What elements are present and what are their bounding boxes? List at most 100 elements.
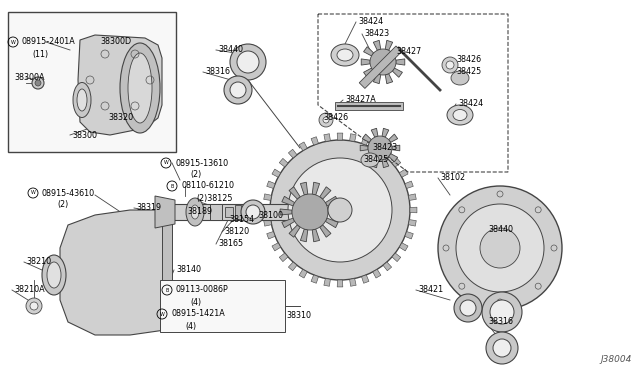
Circle shape [438,186,562,310]
Text: 38300D: 38300D [100,38,131,46]
Text: 38165: 38165 [218,240,243,248]
Ellipse shape [186,198,204,226]
Text: (2): (2) [190,170,201,180]
Polygon shape [311,275,319,283]
Polygon shape [267,231,275,239]
Polygon shape [300,182,308,195]
Circle shape [32,77,44,89]
Text: (4): (4) [190,298,201,307]
Polygon shape [320,187,331,199]
Polygon shape [155,196,175,228]
Text: W: W [11,39,15,45]
Ellipse shape [361,153,379,167]
Polygon shape [382,159,388,168]
Text: 38189: 38189 [187,208,212,217]
Polygon shape [399,169,408,177]
Polygon shape [280,209,292,215]
Bar [359,46,402,89]
Polygon shape [408,194,416,201]
Polygon shape [289,225,300,237]
Circle shape [230,82,246,98]
Polygon shape [392,253,401,262]
Polygon shape [60,210,170,335]
Polygon shape [362,275,369,283]
Text: (4): (4) [185,321,196,330]
Polygon shape [364,68,374,77]
Text: (2)38125: (2)38125 [196,193,232,202]
Text: J38004: J38004 [600,355,632,364]
Text: 38100: 38100 [258,211,283,219]
Polygon shape [372,142,381,151]
Polygon shape [385,40,393,50]
Polygon shape [349,279,356,286]
Bar [160,280,285,332]
Text: 08915-1421A: 08915-1421A [171,310,225,318]
Polygon shape [383,149,392,158]
Polygon shape [373,74,381,84]
Text: 38210: 38210 [26,257,51,266]
Text: W: W [164,160,168,166]
Ellipse shape [447,105,473,125]
Polygon shape [299,269,307,278]
Text: 08915-13610: 08915-13610 [175,158,228,167]
Circle shape [241,200,265,224]
Polygon shape [78,35,162,135]
Circle shape [370,49,396,75]
Polygon shape [392,47,403,56]
Polygon shape [392,158,401,167]
Polygon shape [392,68,403,77]
Polygon shape [362,154,371,162]
Circle shape [454,294,482,322]
Text: 08915-2401A: 08915-2401A [22,38,76,46]
Polygon shape [289,262,297,271]
Circle shape [482,292,522,332]
Polygon shape [328,209,340,215]
Text: 38440: 38440 [488,225,513,234]
Ellipse shape [191,205,199,219]
Circle shape [328,198,352,222]
Text: 38140: 38140 [176,266,201,275]
Text: 38440: 38440 [218,45,243,55]
Polygon shape [324,279,330,286]
Bar [335,102,403,110]
Circle shape [246,205,260,219]
Text: 38300: 38300 [72,131,97,140]
Polygon shape [388,154,397,162]
Text: 08110-61210: 08110-61210 [181,182,234,190]
Polygon shape [279,253,288,262]
Polygon shape [325,218,338,228]
Bar [210,204,222,220]
Polygon shape [383,262,392,271]
Circle shape [323,117,329,123]
Polygon shape [373,40,381,50]
Ellipse shape [337,49,353,61]
Bar [8,12,176,152]
Text: 38425: 38425 [456,67,481,77]
Ellipse shape [128,53,152,123]
Polygon shape [405,231,413,239]
Text: 38424: 38424 [458,99,483,109]
Circle shape [460,300,476,316]
Polygon shape [372,269,381,278]
Ellipse shape [77,89,87,111]
Polygon shape [364,47,374,56]
Ellipse shape [120,43,160,133]
Ellipse shape [453,109,467,121]
Circle shape [35,80,41,86]
Text: 38310: 38310 [286,311,311,321]
Circle shape [30,302,38,310]
Polygon shape [362,134,371,142]
Circle shape [486,332,518,364]
Polygon shape [385,74,393,84]
Bar [235,205,241,219]
Text: 38120: 38120 [224,228,249,237]
Circle shape [490,300,514,324]
Polygon shape [371,159,378,168]
Polygon shape [312,229,319,242]
Text: B: B [165,288,169,292]
Circle shape [442,57,458,73]
Ellipse shape [331,44,359,66]
Polygon shape [399,243,408,251]
Polygon shape [360,145,368,151]
Text: 38423: 38423 [372,144,397,153]
